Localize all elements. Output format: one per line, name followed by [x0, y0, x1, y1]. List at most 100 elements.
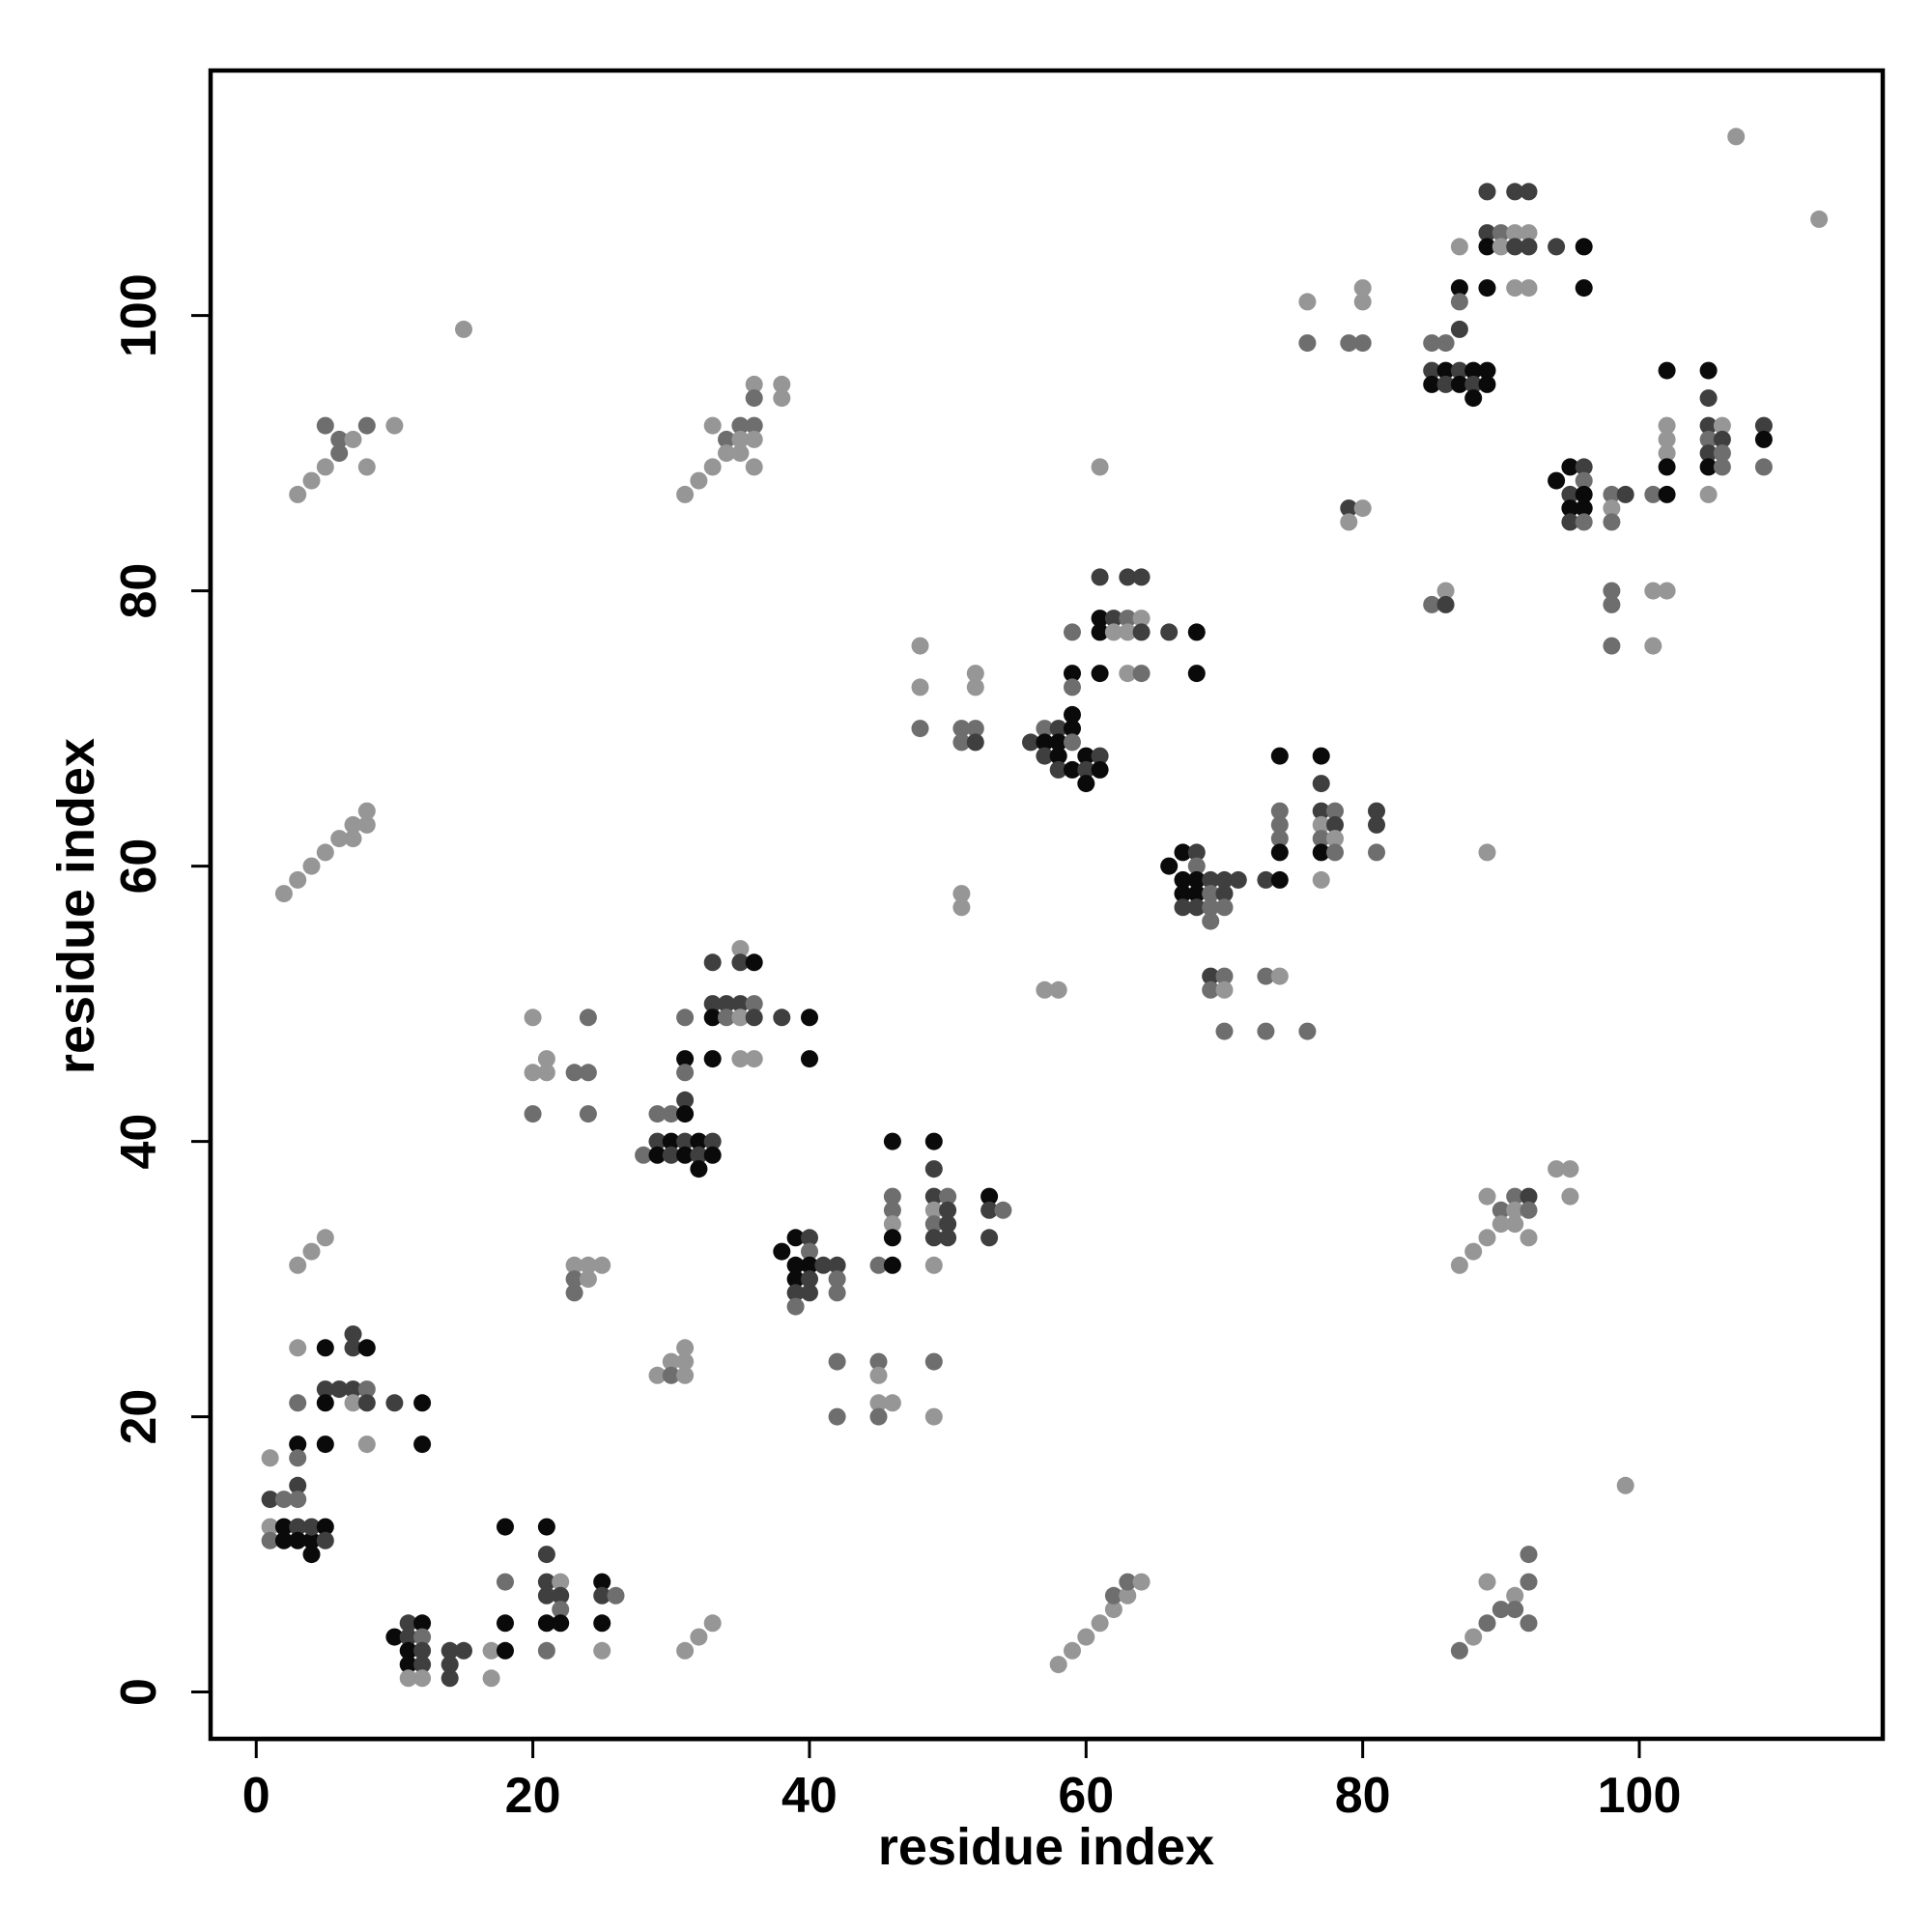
data-point: [344, 1325, 362, 1344]
data-point: [497, 1573, 514, 1591]
data-point: [1436, 361, 1455, 380]
data-point: [1658, 485, 1676, 503]
data-point: [924, 1352, 943, 1371]
data-point: [1520, 238, 1538, 256]
data-point: [1450, 375, 1468, 393]
data-point: [1368, 843, 1385, 862]
data-point: [1104, 623, 1122, 641]
data-point: [289, 1435, 307, 1454]
y-tick-label: 60: [111, 838, 167, 895]
data-point: [635, 1146, 653, 1164]
data-point: [1450, 320, 1468, 338]
data-point: [316, 1435, 334, 1454]
data-point: [1049, 733, 1067, 752]
data-point: [690, 1132, 708, 1151]
data-point: [745, 1050, 763, 1068]
data-point: [690, 1146, 708, 1164]
data-point: [676, 1352, 695, 1371]
data-point: [1506, 224, 1524, 242]
data-point: [924, 1215, 943, 1234]
data-point: [1520, 1546, 1538, 1564]
data-point: [1575, 485, 1593, 503]
data-point: [1202, 967, 1220, 985]
data-point: [413, 1628, 432, 1646]
data-point: [1049, 760, 1067, 779]
data-point: [1713, 444, 1731, 463]
data-point: [537, 1518, 555, 1536]
data-point: [1506, 238, 1524, 256]
data-point: [1104, 1601, 1122, 1619]
data-point: [316, 1380, 334, 1399]
data-point: [786, 1256, 805, 1274]
data-point: [648, 1146, 667, 1164]
data-point: [1215, 1022, 1234, 1040]
data-point: [1091, 747, 1109, 765]
data-point: [1298, 293, 1317, 311]
data-point: [1658, 444, 1676, 463]
data-point: [344, 1339, 362, 1357]
data-point: [676, 1091, 695, 1109]
data-point: [1257, 967, 1275, 985]
data-point: [1575, 238, 1593, 256]
data-point: [1187, 885, 1206, 903]
data-point: [1464, 1242, 1483, 1261]
data-point: [357, 815, 376, 834]
data-point: [1658, 361, 1676, 380]
data-point: [1022, 733, 1039, 752]
data-point: [524, 1105, 542, 1123]
data-point: [801, 1009, 818, 1027]
data-point: [939, 1215, 957, 1234]
data-point: [330, 830, 349, 848]
data-point: [924, 1407, 943, 1426]
data-point: [676, 1105, 695, 1123]
data-point: [1492, 1601, 1510, 1619]
data-point: [1478, 238, 1496, 256]
data-point: [952, 720, 971, 738]
data-point: [593, 1614, 611, 1633]
data-point: [1603, 595, 1621, 613]
data-point: [1561, 1160, 1579, 1179]
data-point: [1478, 843, 1496, 862]
data-point: [302, 471, 321, 490]
data-point: [1548, 238, 1566, 256]
data-point: [703, 1050, 722, 1068]
data-point: [1520, 224, 1538, 242]
data-point: [676, 1050, 695, 1068]
data-point: [690, 471, 708, 490]
data-point: [731, 940, 750, 958]
data-point: [773, 389, 791, 408]
data-point: [1270, 830, 1289, 848]
data-point: [1077, 775, 1095, 793]
data-point: [1575, 513, 1593, 531]
data-point: [316, 416, 334, 435]
data-point: [1492, 224, 1510, 242]
data-point: [1091, 610, 1109, 628]
data-point: [385, 1628, 404, 1646]
data-point: [1436, 582, 1455, 600]
data-point: [1575, 471, 1593, 490]
data-point: [801, 1242, 818, 1261]
data-point: [1713, 458, 1731, 476]
data-point: [773, 375, 791, 393]
data-point: [1520, 1187, 1538, 1206]
data-point: [357, 1339, 376, 1357]
data-point: [497, 1641, 514, 1660]
data-point: [357, 802, 376, 820]
data-point: [1464, 361, 1483, 380]
data-point: [676, 1641, 695, 1660]
data-point: [939, 1201, 957, 1219]
data-point: [1119, 665, 1137, 683]
data-point: [1603, 499, 1621, 518]
data-point: [399, 1669, 417, 1688]
data-point: [1312, 815, 1330, 834]
data-point: [1575, 279, 1593, 298]
data-point: [1326, 802, 1344, 820]
data-point: [1091, 623, 1109, 641]
data-point: [316, 458, 334, 476]
data-point: [1575, 499, 1593, 518]
data-point: [289, 1518, 307, 1536]
data-point: [980, 1201, 999, 1219]
data-point: [911, 720, 929, 738]
data-point: [579, 1105, 597, 1123]
data-point: [302, 1546, 321, 1564]
